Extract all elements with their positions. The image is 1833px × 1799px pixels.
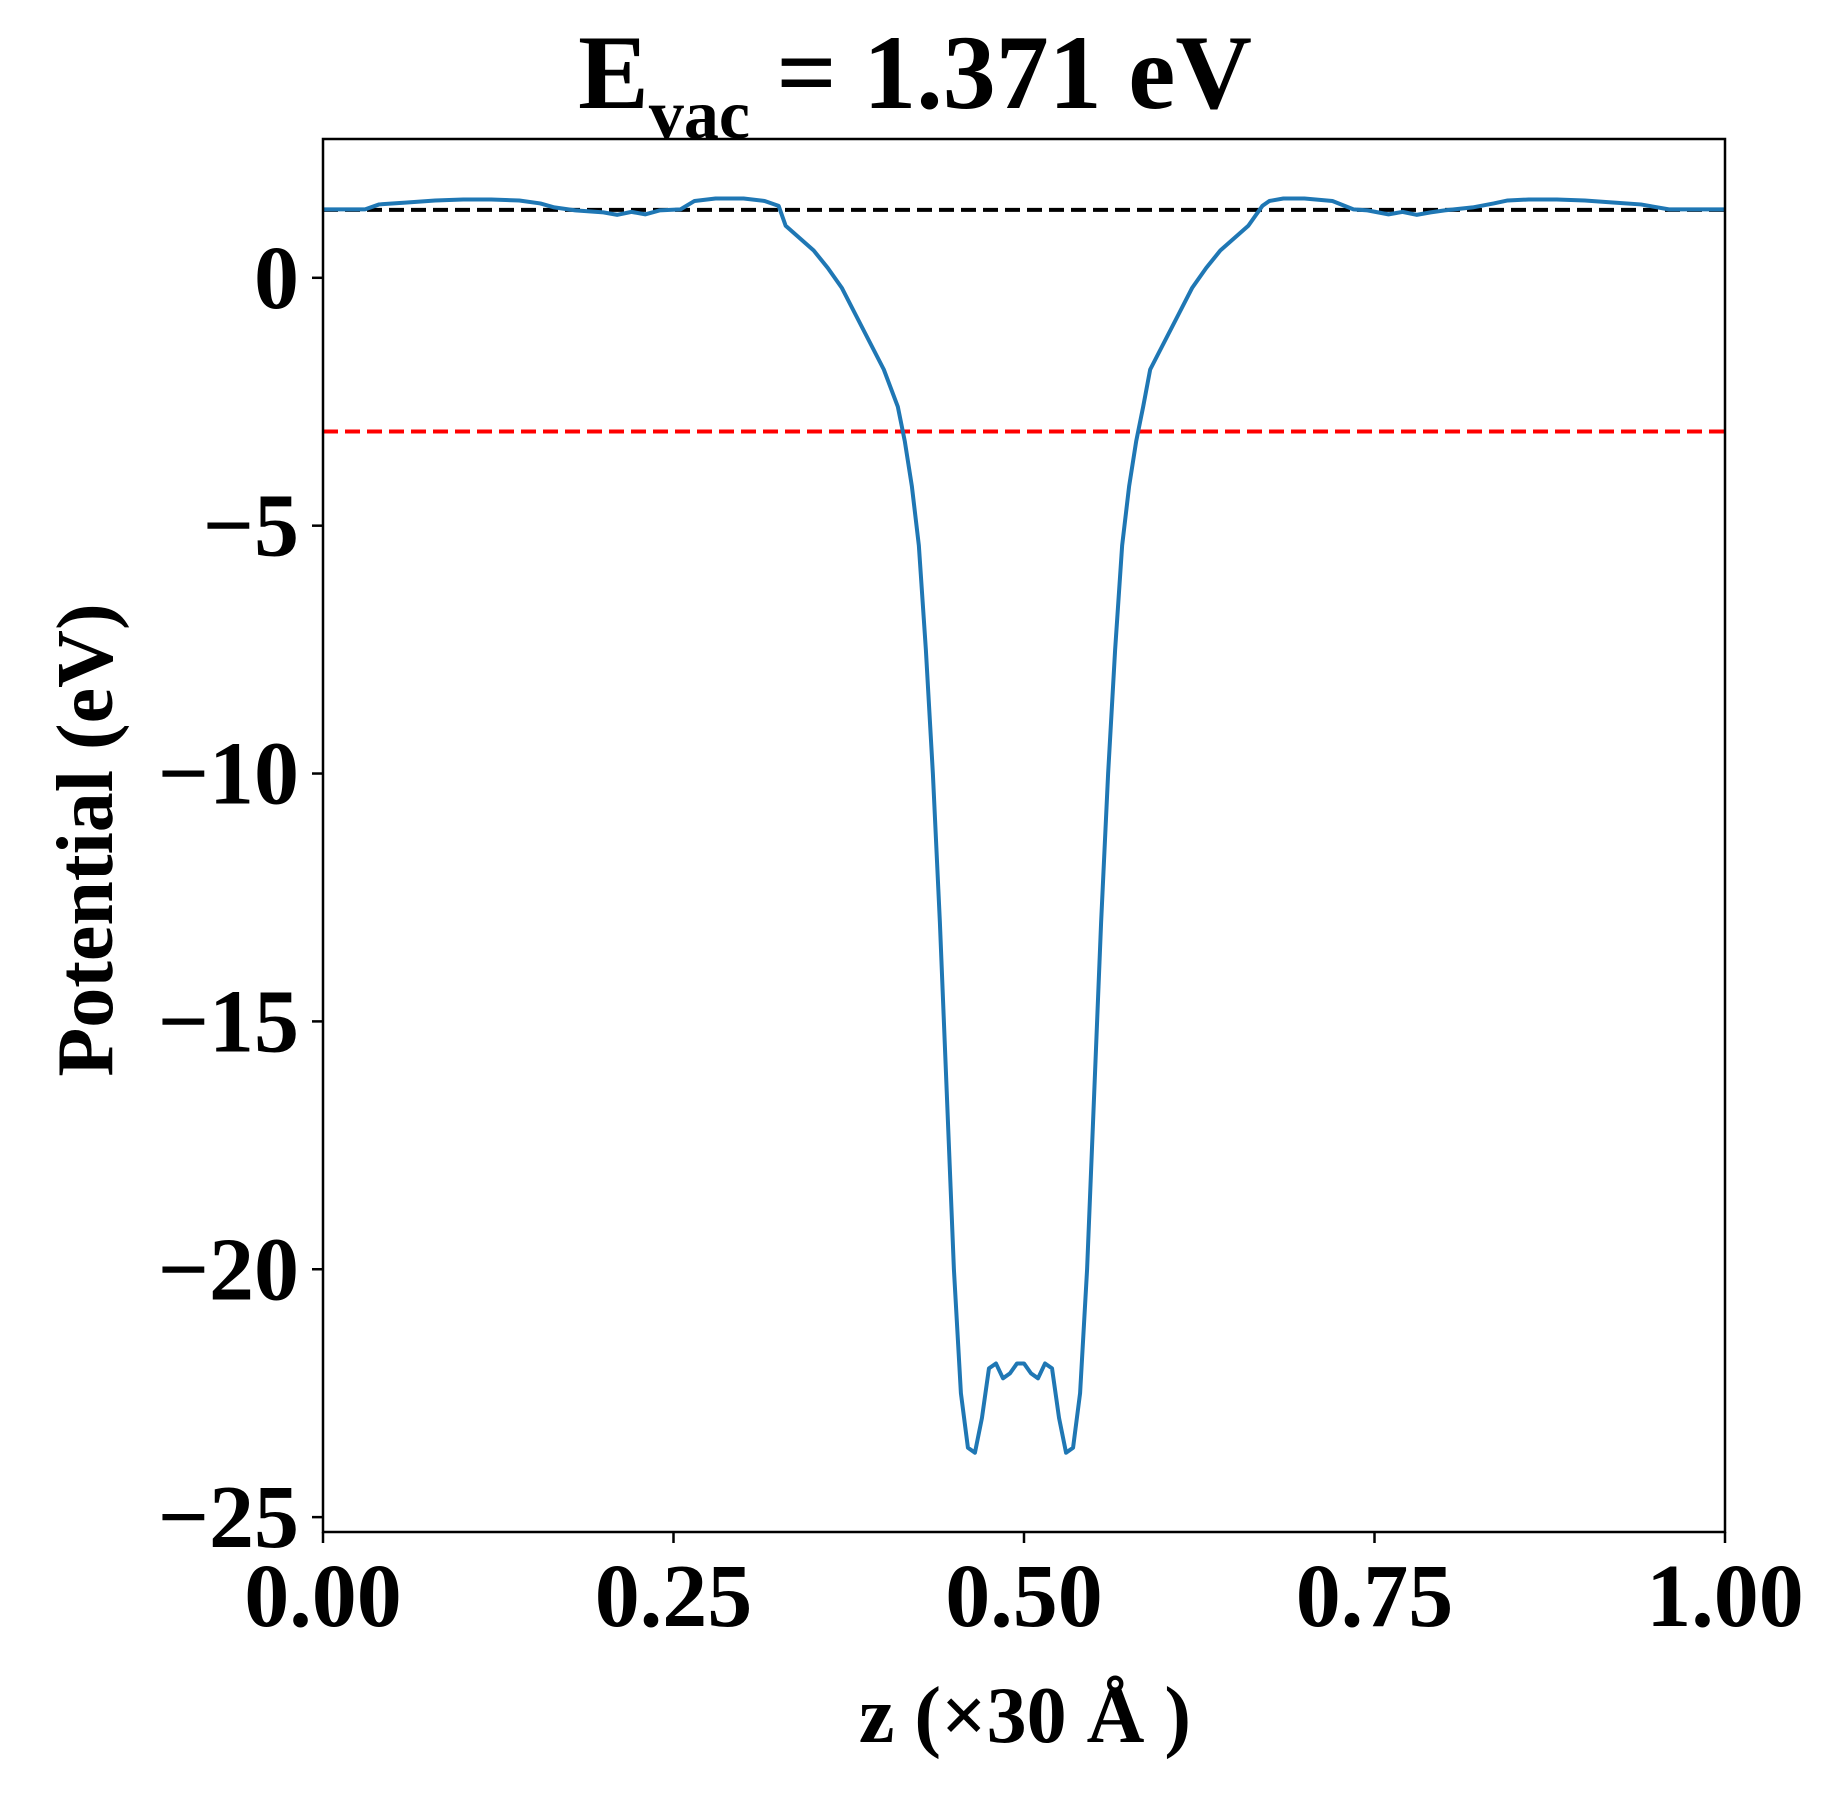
- y-tick-label: 0: [254, 229, 299, 328]
- chart-title-rest: = 1.371 eV: [750, 14, 1252, 131]
- y-tick-label: −5: [203, 477, 299, 576]
- x-tick-label: 0.50: [945, 1547, 1103, 1646]
- y-tick-label: −10: [158, 725, 299, 824]
- x-tick-label: 0.75: [1296, 1547, 1454, 1646]
- y-axis-label: Potential (eV): [42, 603, 130, 1076]
- y-tick-label: −20: [158, 1220, 299, 1319]
- x-tick-label: 1.00: [1646, 1547, 1804, 1646]
- x-tick-label: 0.25: [595, 1547, 753, 1646]
- chart-title: Evac = 1.371 eV: [578, 14, 1252, 154]
- plot-area: 0.00 0.25 0.50 0.75 1.00 0 −5 −10 −15 −20 −25: [158, 137, 1804, 1646]
- x-tick-label: 0.00: [244, 1547, 402, 1646]
- potential-series-line: [323, 196, 1725, 1455]
- chart-title-main: E: [578, 14, 649, 131]
- x-axis-label: z (×30 Å ): [859, 1672, 1191, 1760]
- y-tick-label: −25: [158, 1468, 299, 1567]
- y-tick-label: −15: [158, 972, 299, 1071]
- chart-title-subscript: vac: [649, 77, 750, 154]
